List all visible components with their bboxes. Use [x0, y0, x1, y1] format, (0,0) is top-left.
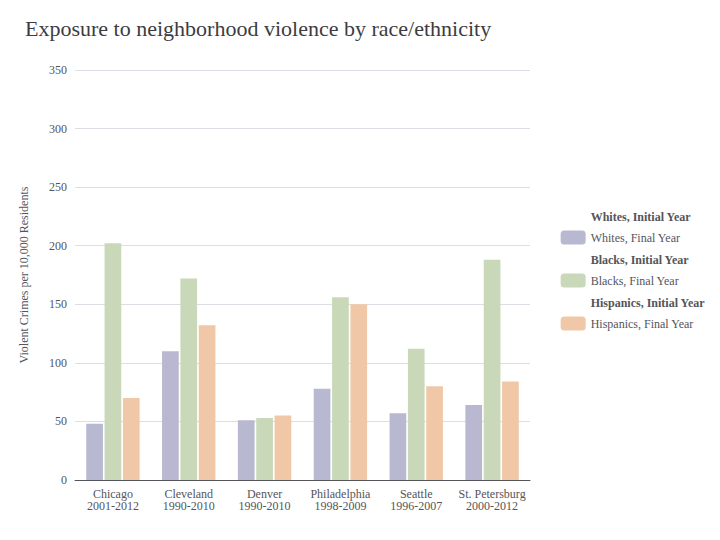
svg-text:300: 300 — [49, 122, 67, 136]
svg-text:0: 0 — [61, 473, 67, 487]
svg-text:1990-2010: 1990-2010 — [163, 499, 215, 513]
svg-text:Hispanics, Initial Year: Hispanics, Initial Year — [591, 296, 706, 310]
svg-text:Exposure to neighborhood viole: Exposure to neighborhood violence by rac… — [25, 16, 491, 41]
svg-text:1996-2007: 1996-2007 — [390, 499, 442, 513]
svg-text:Denver: Denver — [246, 487, 283, 501]
svg-text:Cleveland: Cleveland — [164, 487, 214, 501]
svg-text:50: 50 — [55, 414, 67, 428]
svg-text:350: 350 — [49, 63, 67, 77]
svg-text:Philadelphia: Philadelphia — [310, 487, 371, 501]
svg-text:Blacks, Initial Year: Blacks, Initial Year — [591, 253, 690, 267]
svg-text:2001-2012: 2001-2012 — [87, 499, 139, 513]
svg-text:2000-2012: 2000-2012 — [466, 499, 518, 513]
svg-text:250: 250 — [49, 180, 67, 194]
svg-text:150: 150 — [49, 297, 67, 311]
svg-text:Whites, Initial Year: Whites, Initial Year — [591, 210, 692, 224]
svg-text:Blacks, Final Year: Blacks, Final Year — [591, 274, 679, 288]
svg-text:Hispanics, Final Year: Hispanics, Final Year — [591, 317, 694, 331]
svg-text:1990-2010: 1990-2010 — [239, 499, 291, 513]
svg-text:100: 100 — [49, 356, 67, 370]
svg-text:Whites, Final Year: Whites, Final Year — [591, 231, 680, 245]
svg-text:1998-2009: 1998-2009 — [314, 499, 366, 513]
svg-text:Chicago: Chicago — [92, 487, 133, 501]
svg-text:Violent Crimes per 10,000 Resi: Violent Crimes per 10,000 Residents — [17, 186, 31, 363]
svg-text:200: 200 — [49, 239, 67, 253]
svg-text:St. Petersburg: St. Petersburg — [458, 487, 526, 501]
svg-text:Seattle: Seattle — [399, 487, 433, 501]
